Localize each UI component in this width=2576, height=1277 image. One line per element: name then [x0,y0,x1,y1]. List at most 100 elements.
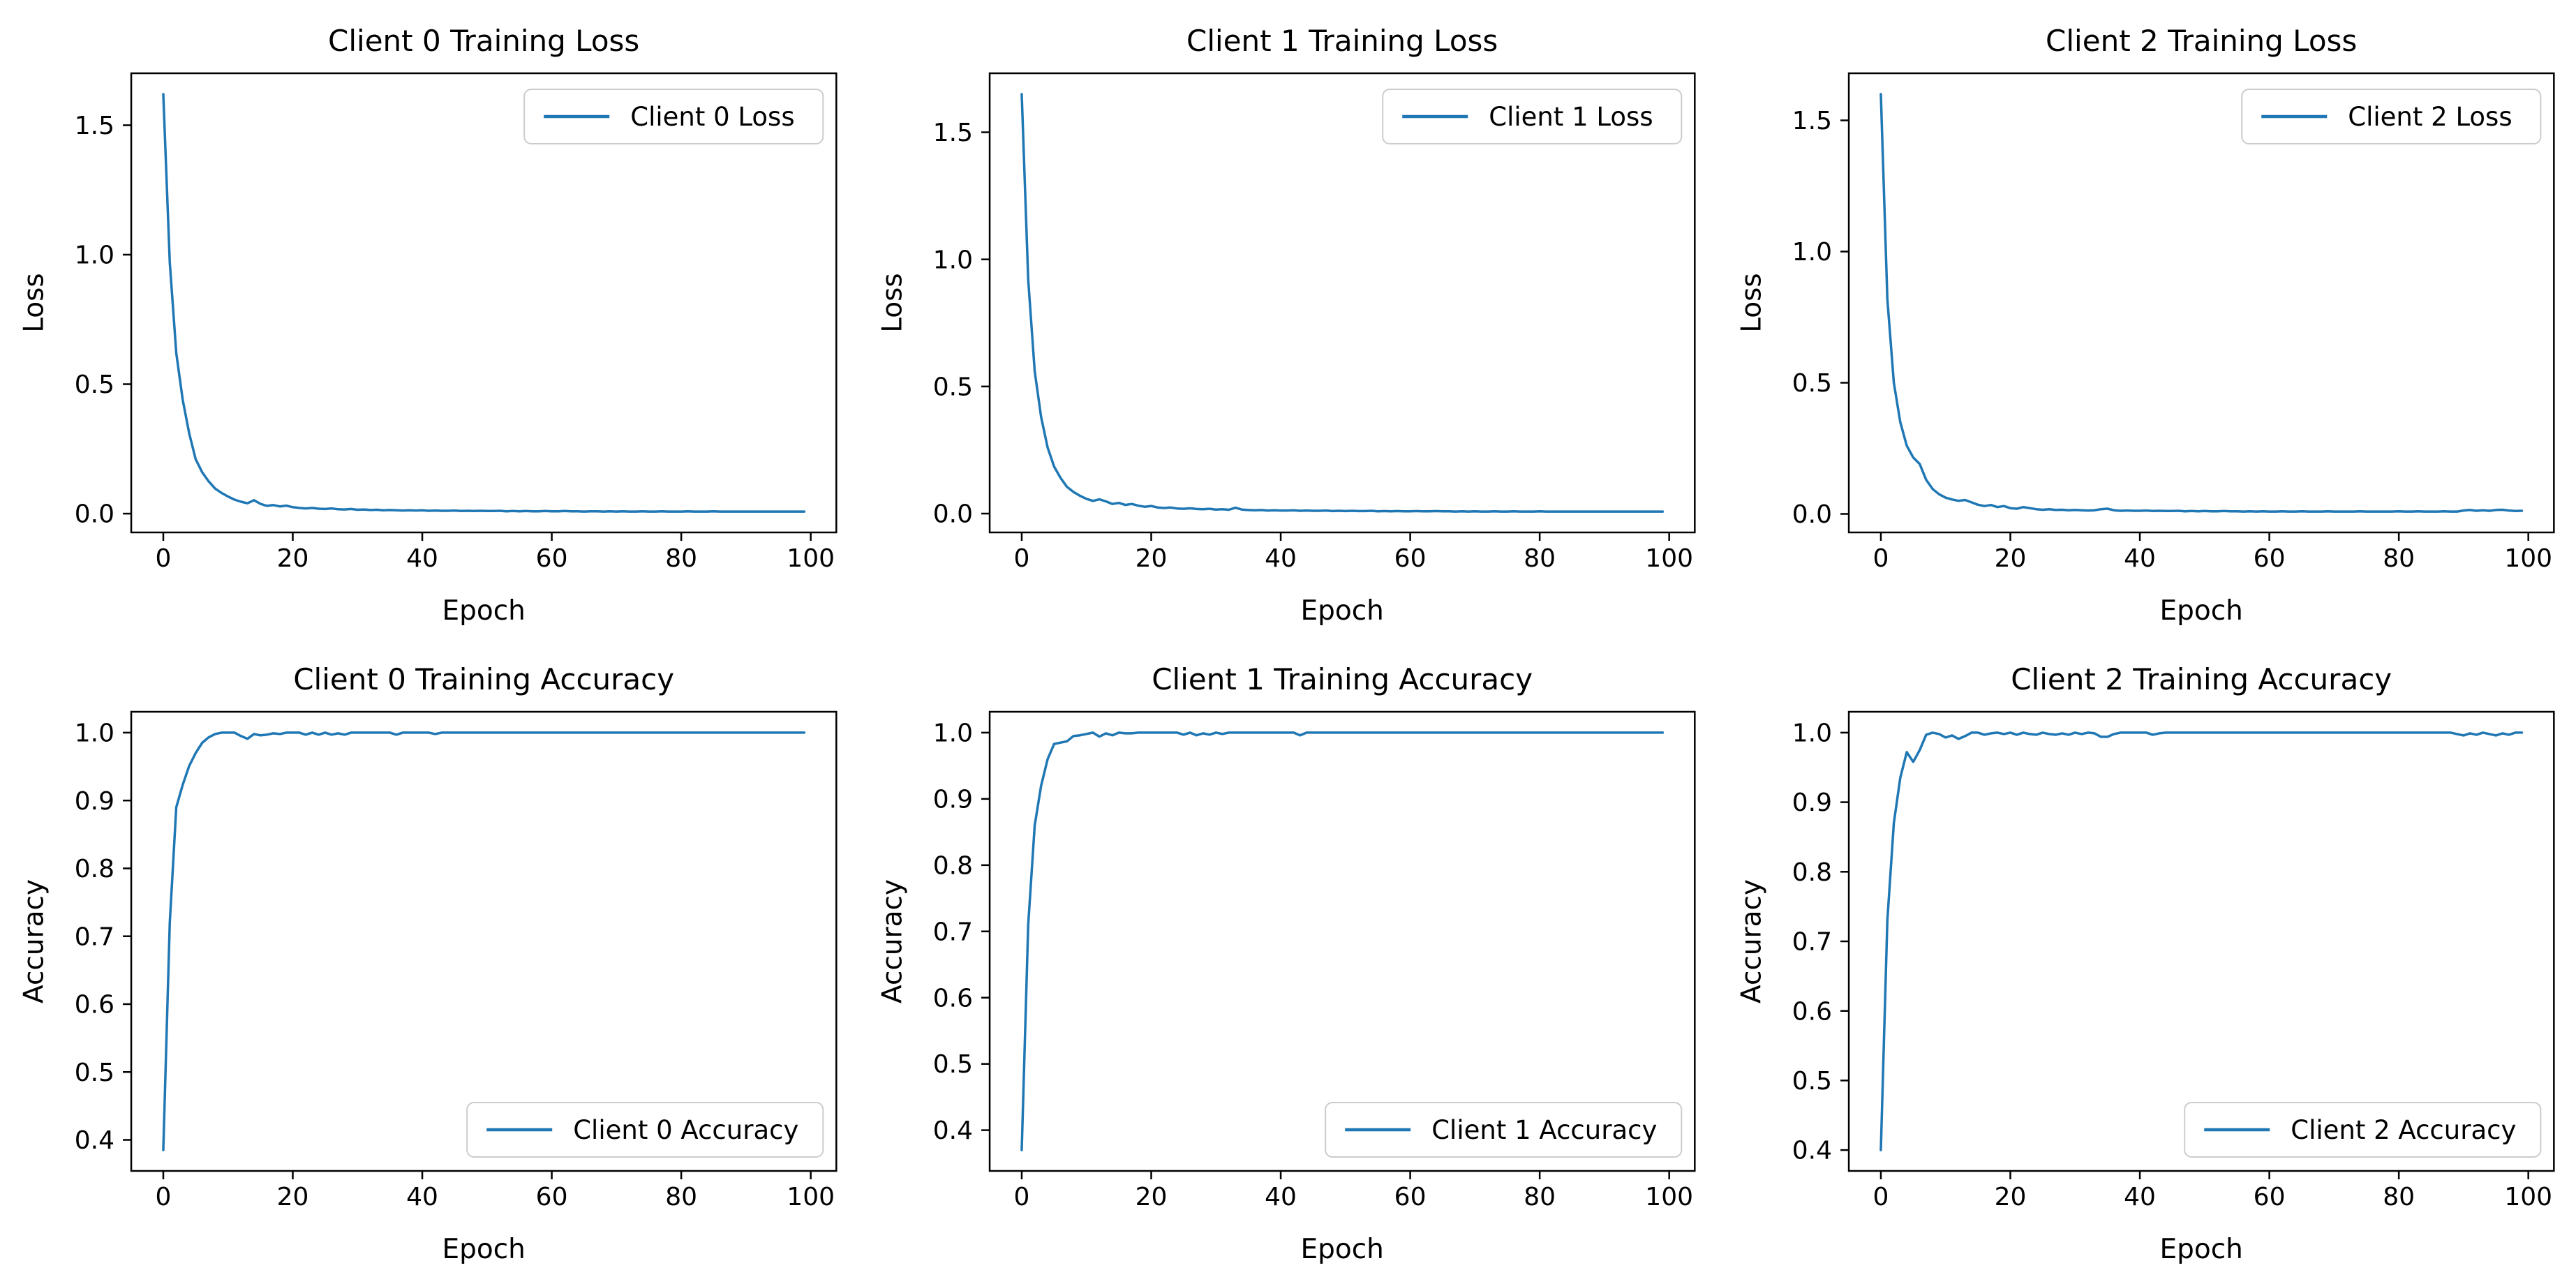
y-tick-label: 0.5 [1792,369,1831,398]
x-tick-label: 100 [787,1183,835,1211]
subplot-title: Client 2 Training Loss [2046,24,2357,58]
legend-box [1325,1102,1683,1158]
x-axis-label: Epoch [442,1234,525,1265]
y-tick-label: 1.0 [1792,719,1831,748]
legend-label: Client 2 Loss [2348,102,2512,132]
subplot-title: Client 2 Training Accuracy [2011,662,2392,696]
x-tick-label: 40 [1265,1183,1297,1211]
legend-label: Client 1 Loss [1489,102,1653,132]
y-tick-label: 0.8 [75,855,114,883]
y-tick-label: 1.0 [75,719,114,748]
y-tick-label: 0.8 [1792,858,1831,887]
x-tick-label: 20 [1136,1183,1168,1211]
legend-box [523,89,824,144]
y-tick-label: 0.5 [75,371,114,399]
x-tick-label: 100 [1646,544,1694,573]
y-tick-label: 1.5 [75,112,114,140]
y-tick-label: 0.6 [1792,997,1831,1026]
legend-box [2183,1102,2541,1158]
x-tick-label: 100 [2504,1183,2552,1211]
accuracy-curve [1879,731,2523,1151]
x-tick-label: 0 [156,1183,172,1211]
legend: Client 2 Loss [2240,89,2541,144]
y-tick-label: 1.0 [1792,238,1831,267]
y-tick-label: 0.8 [933,851,973,880]
x-tick-label: 80 [1524,544,1556,573]
x-tick-label: 100 [1646,1183,1694,1211]
legend-label: Client 1 Accuracy [1432,1115,1658,1145]
x-tick-label: 0 [156,544,172,573]
legend: Client 2 Accuracy [2183,1102,2541,1158]
loss-curve [1879,93,2523,513]
chart-canvas: Client 2 Training Accuracy Epoch Accuracy 0… [1736,662,2555,1265]
y-tick-label: 1.0 [75,241,114,270]
y-tick-label: 0.4 [933,1117,973,1145]
x-axis-label: Epoch [2159,595,2242,627]
y-tick-label: 0.9 [933,785,973,814]
x-tick-label: 80 [2383,544,2415,573]
x-tick-label: 40 [2124,1183,2156,1211]
axes-frame [1847,72,2555,534]
x-tick-label: 60 [1394,1183,1427,1211]
legend: Client 0 Loss [523,89,824,144]
y-tick-label: 0.6 [75,991,114,1020]
accuracy-curve [162,731,806,1151]
axes-frame [989,710,1696,1172]
x-axis-label: Epoch [1301,595,1384,627]
x-tick-label: 40 [406,1183,438,1211]
legend: Client 1 Loss [1382,89,1683,144]
axes-frame [130,72,837,534]
legend-label: Client 0 Loss [630,102,794,132]
y-axis-label: Loss [19,273,50,333]
chart-canvas: Client 0 Training Accuracy Epoch Accuracy 0… [19,662,837,1265]
y-tick-label: 1.5 [1792,107,1831,135]
axes-frame [1847,710,2555,1172]
subplot-title: Client 1 Training Accuracy [1152,662,1533,696]
x-tick-label: 20 [1994,544,2026,573]
chart-canvas: Client 2 Training Loss Epoch Loss 0 20 40 60 80… [1736,24,2555,627]
x-axis-label: Epoch [442,595,525,627]
y-axis-label: Accuracy [19,879,50,1003]
accuracy-curve [1020,731,1665,1151]
legend-box [466,1102,824,1158]
subplot-client-0-accuracy: Client 0 Training Accuracy Epoch Accuracy 0… [0,638,858,1277]
y-axis-label: Loss [877,273,909,333]
y-tick-label: 0.7 [75,923,114,951]
axes-frame [989,72,1696,534]
legend-label: Client 0 Accuracy [573,1115,798,1145]
x-tick-label: 60 [2253,1183,2285,1211]
x-tick-label: 60 [536,1183,568,1211]
subplot-client-1-loss: Client 1 Training Loss Epoch Loss 0 20 40 60 80… [858,0,1717,638]
x-tick-label: 0 [1014,544,1030,573]
y-tick-label: 0.5 [933,1050,973,1079]
x-tick-label: 80 [2383,1183,2415,1211]
x-tick-label: 100 [2504,544,2552,573]
y-tick-label: 1.5 [933,119,973,147]
y-tick-label: 0.4 [1792,1137,1831,1165]
x-tick-label: 40 [1265,544,1297,573]
x-tick-label: 60 [1394,544,1427,573]
y-axis-label: Accuracy [1736,879,1767,1003]
x-tick-label: 60 [2253,544,2285,573]
y-tick-label: 0.9 [75,787,114,816]
legend: Client 1 Accuracy [1325,1102,1683,1158]
x-tick-label: 80 [665,544,697,573]
chart-canvas: Client 0 Training Loss Epoch Loss 0 20 40 60 80… [19,24,837,627]
y-tick-label: 0.5 [1792,1067,1831,1096]
y-tick-label: 0.6 [933,984,973,1013]
x-tick-label: 80 [1524,1183,1556,1211]
y-tick-label: 0.5 [933,373,973,401]
y-tick-label: 0.0 [933,500,973,529]
subplot-title: Client 0 Training Loss [328,24,639,58]
y-tick-label: 1.0 [933,246,973,274]
loss-curve [162,93,806,513]
y-tick-label: 0.5 [75,1059,114,1087]
y-tick-label: 0.9 [1792,789,1831,817]
subplot-client-2-loss: Client 2 Training Loss Epoch Loss 0 20 40 60 80… [1718,0,2576,638]
x-tick-label: 20 [1994,1183,2026,1211]
x-axis-label: Epoch [1301,1234,1384,1265]
y-axis-label: Loss [1736,273,1767,333]
legend-label: Client 2 Accuracy [2291,1115,2516,1145]
x-tick-label: 0 [1014,1183,1030,1211]
y-tick-label: 0.0 [1792,500,1831,529]
